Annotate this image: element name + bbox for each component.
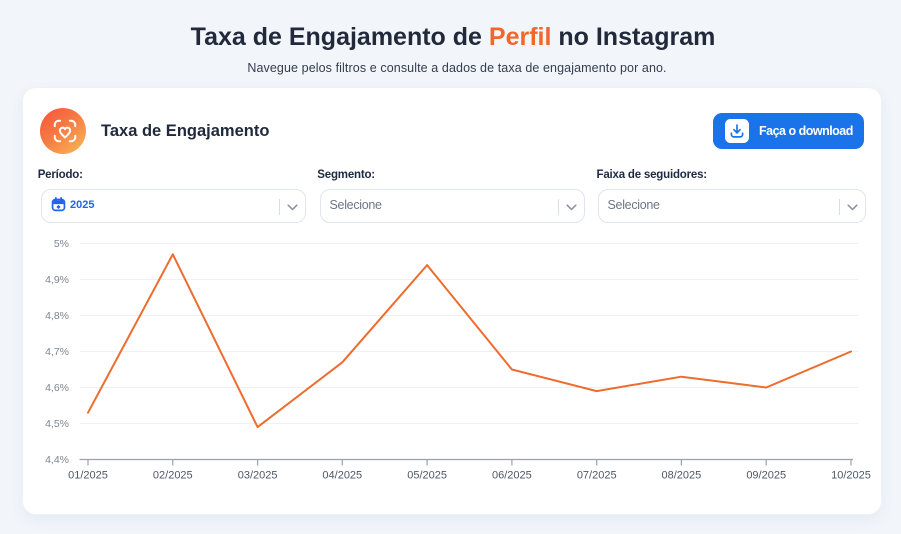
svg-text:4,5%: 4,5%	[45, 418, 69, 430]
svg-text:03/2025: 03/2025	[238, 470, 278, 482]
svg-text:4,9%: 4,9%	[45, 274, 69, 286]
svg-text:4,4%: 4,4%	[45, 454, 69, 466]
svg-text:07/2025: 07/2025	[577, 470, 617, 482]
svg-text:4,8%: 4,8%	[45, 310, 69, 322]
svg-text:05/2025: 05/2025	[407, 470, 447, 482]
svg-text:4,6%: 4,6%	[45, 382, 69, 394]
svg-text:4,7%: 4,7%	[45, 346, 69, 358]
svg-text:5%: 5%	[54, 238, 69, 250]
svg-text:02/2025: 02/2025	[153, 470, 193, 482]
svg-text:06/2025: 06/2025	[492, 470, 532, 482]
svg-text:08/2025: 08/2025	[662, 470, 702, 482]
svg-text:01/2025: 01/2025	[68, 470, 108, 482]
svg-text:09/2025: 09/2025	[746, 470, 786, 482]
svg-text:10/2025: 10/2025	[831, 470, 871, 482]
svg-text:04/2025: 04/2025	[322, 470, 362, 482]
